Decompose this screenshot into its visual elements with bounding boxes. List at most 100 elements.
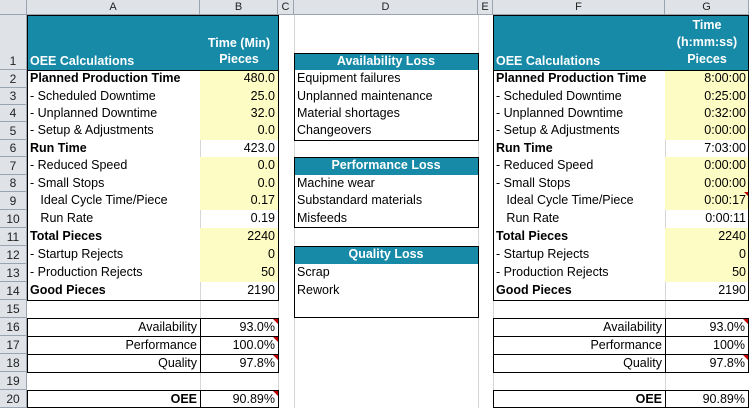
right-label-availability[interactable]: Availability <box>493 318 666 337</box>
left-value-performance[interactable]: 100.0% <box>200 336 279 355</box>
left-value-production-rejects[interactable]: 50 <box>200 264 278 282</box>
left-label-planned-production-time[interactable]: Planned Production Time <box>30 71 181 85</box>
right-label-performance[interactable]: Performance <box>493 336 666 355</box>
left-value-small-stops[interactable]: 0.0 <box>200 175 278 192</box>
left-value-unplanned-downtime[interactable]: 32.0 <box>200 105 278 122</box>
left-label-startup-rejects[interactable]: - Startup Rejects <box>30 247 124 261</box>
right-label-total-pieces[interactable]: Total Pieces <box>496 229 569 243</box>
left-value-run-time[interactable]: 423.0 <box>243 141 275 155</box>
row-header-15[interactable]: 15 <box>0 300 27 318</box>
left-title-cell[interactable]: OEE Calculations <box>27 15 200 70</box>
left-label-ideal-cycle-time[interactable]: Ideal Cycle Time/Piece <box>30 193 168 207</box>
right-value-startup-rejects[interactable]: 0 <box>665 246 749 264</box>
left-label-oee[interactable]: OEE <box>27 390 201 408</box>
column-header-e[interactable]: E <box>478 0 493 15</box>
right-label-run-rate[interactable]: Run Rate <box>496 211 560 225</box>
left-label-scheduled-downtime[interactable]: - Scheduled Downtime <box>30 89 156 103</box>
right-value-oee[interactable]: 90.89% <box>665 390 749 408</box>
right-value-setup-adjustments[interactable]: 0:00:00 <box>665 122 749 140</box>
performance-loss-item[interactable]: Misfeeds <box>297 211 348 225</box>
right-label-ideal-cycle-time[interactable]: Ideal Cycle Time/Piece <box>496 193 634 207</box>
left-value-startup-rejects[interactable]: 0 <box>200 246 278 264</box>
row-header-13[interactable]: 13 <box>0 264 27 282</box>
left-value-setup-adjustments[interactable]: 0.0 <box>200 122 278 140</box>
right-value-run-rate[interactable]: 0:00:11 <box>705 211 746 225</box>
row-header-6[interactable]: 6 <box>0 140 27 157</box>
right-value-scheduled-downtime[interactable]: 0:25:00 <box>665 88 749 105</box>
left-label-quality[interactable]: Quality <box>27 354 201 373</box>
row-header-5[interactable]: 5 <box>0 122 27 140</box>
left-unit-header-cell[interactable]: Time (Min) Pieces <box>200 15 278 70</box>
row-header-14[interactable]: 14 <box>0 282 27 300</box>
right-title-cell[interactable]: OEE Calculations <box>493 15 665 70</box>
availability-loss-header[interactable]: Availability Loss <box>294 53 478 70</box>
right-label-unplanned-downtime[interactable]: - Unplanned Downtime <box>496 106 624 120</box>
left-value-run-rate[interactable]: 0.19 <box>250 211 275 225</box>
right-label-quality[interactable]: Quality <box>493 354 666 373</box>
quality-loss-item[interactable]: Scrap <box>297 265 330 279</box>
row-header-2[interactable]: 2 <box>0 70 27 88</box>
performance-loss-header[interactable]: Performance Loss <box>294 157 478 175</box>
quality-loss-item[interactable]: Rework <box>297 283 340 297</box>
right-label-good-pieces[interactable]: Good Pieces <box>496 283 572 297</box>
right-label-oee[interactable]: OEE <box>493 390 666 408</box>
column-header-c[interactable]: C <box>278 0 294 15</box>
left-value-total-pieces[interactable]: 2240 <box>200 228 278 246</box>
row-header-8[interactable]: 8 <box>0 175 27 192</box>
row-header-11[interactable]: 11 <box>0 228 27 246</box>
availability-loss-item[interactable]: Material shortages <box>297 106 400 120</box>
right-value-availability[interactable]: 93.0% <box>665 318 749 337</box>
row-header-16[interactable]: 16 <box>0 318 27 336</box>
left-label-total-pieces[interactable]: Total Pieces <box>30 229 103 243</box>
right-label-reduced-speed[interactable]: - Reduced Speed <box>496 158 594 172</box>
right-unit-header-cell[interactable]: Time (h:mm:ss) Pieces <box>665 15 749 70</box>
left-label-run-time[interactable]: Run Time <box>30 141 87 155</box>
left-value-oee[interactable]: 90.89% <box>200 390 279 408</box>
left-label-unplanned-downtime[interactable]: - Unplanned Downtime <box>30 106 158 120</box>
left-value-quality[interactable]: 97.8% <box>200 354 279 373</box>
availability-loss-item[interactable]: Unplanned maintenance <box>297 89 433 103</box>
left-label-small-stops[interactable]: - Small Stops <box>30 176 105 190</box>
right-value-total-pieces[interactable]: 2240 <box>665 228 749 246</box>
right-value-unplanned-downtime[interactable]: 0:32:00 <box>665 105 749 122</box>
performance-loss-item[interactable]: Machine wear <box>297 176 375 190</box>
column-header-d[interactable]: D <box>294 0 478 15</box>
availability-loss-item[interactable]: Equipment failures <box>297 71 401 85</box>
left-label-run-rate[interactable]: Run Rate <box>30 211 94 225</box>
right-label-planned-production-time[interactable]: Planned Production Time <box>496 71 647 85</box>
left-label-production-rejects[interactable]: - Production Rejects <box>30 265 143 279</box>
availability-loss-item[interactable]: Changeovers <box>297 123 372 137</box>
row-header-4[interactable]: 4 <box>0 105 27 122</box>
column-header-g[interactable]: G <box>665 0 749 15</box>
row-header-9[interactable]: 9 <box>0 192 27 210</box>
row-header-19[interactable]: 19 <box>0 372 27 390</box>
right-value-performance[interactable]: 100% <box>665 336 749 355</box>
left-value-good-pieces[interactable]: 2190 <box>247 283 275 297</box>
right-label-run-time[interactable]: Run Time <box>496 141 553 155</box>
right-label-scheduled-downtime[interactable]: - Scheduled Downtime <box>496 89 622 103</box>
left-label-setup-adjustments[interactable]: - Setup & Adjustments <box>30 123 154 137</box>
left-label-reduced-speed[interactable]: - Reduced Speed <box>30 158 128 172</box>
left-label-performance[interactable]: Performance <box>27 336 201 355</box>
left-value-reduced-speed[interactable]: 0.0 <box>200 157 278 175</box>
row-header-3[interactable]: 3 <box>0 88 27 105</box>
quality-loss-header[interactable]: Quality Loss <box>294 246 478 264</box>
left-value-ideal-cycle-time[interactable]: 0.17 <box>200 192 278 210</box>
row-header-10[interactable]: 10 <box>0 210 27 228</box>
left-value-scheduled-downtime[interactable]: 25.0 <box>200 88 278 105</box>
right-value-production-rejects[interactable]: 50 <box>665 264 749 282</box>
right-label-production-rejects[interactable]: - Production Rejects <box>496 265 609 279</box>
right-value-reduced-speed[interactable]: 0:00:00 <box>665 157 749 175</box>
right-value-ideal-cycle-time[interactable]: 0:00:17 <box>665 192 749 210</box>
row-header-17[interactable]: 17 <box>0 336 27 354</box>
row-header-1[interactable]: 1 <box>0 15 27 70</box>
row-header-12[interactable]: 12 <box>0 246 27 264</box>
select-all-corner[interactable] <box>0 0 27 15</box>
right-value-run-time[interactable]: 7:03:00 <box>704 141 746 155</box>
left-label-good-pieces[interactable]: Good Pieces <box>30 283 106 297</box>
right-label-setup-adjustments[interactable]: - Setup & Adjustments <box>496 123 620 137</box>
row-header-7[interactable]: 7 <box>0 157 27 175</box>
right-value-quality[interactable]: 97.8% <box>665 354 749 373</box>
column-header-a[interactable]: A <box>27 0 200 15</box>
performance-loss-item[interactable]: Substandard materials <box>297 193 423 207</box>
